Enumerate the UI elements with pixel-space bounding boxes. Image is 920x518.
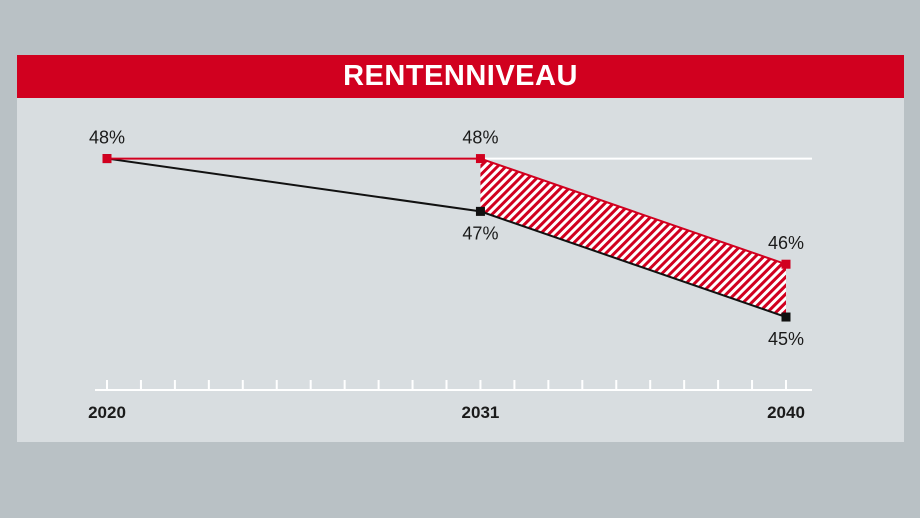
x-axis: 2020 2031 2040 [88, 380, 812, 422]
shaded-gap-area [480, 158, 786, 318]
data-label: 47% [462, 223, 498, 243]
data-label: 45% [768, 329, 804, 349]
data-point [475, 206, 485, 216]
chart-title: RENTENNIVEAU [343, 60, 578, 92]
shaded-gap-layer [480, 158, 786, 318]
data-point [781, 312, 791, 322]
title-bar: RENTENNIVEAU [17, 55, 904, 98]
data-point [781, 259, 791, 269]
data-label: 48% [89, 128, 125, 148]
x-tick-label: 2040 [767, 403, 805, 422]
data-label: 46% [768, 233, 804, 253]
x-tick-label: 2031 [462, 403, 500, 422]
x-tick-label: 2020 [88, 403, 126, 422]
data-labels: 48% 48% 46% 47% 45% [89, 128, 804, 349]
data-point [475, 154, 485, 164]
data-point [102, 154, 112, 164]
data-label: 48% [462, 128, 498, 148]
series-markers [102, 154, 791, 322]
